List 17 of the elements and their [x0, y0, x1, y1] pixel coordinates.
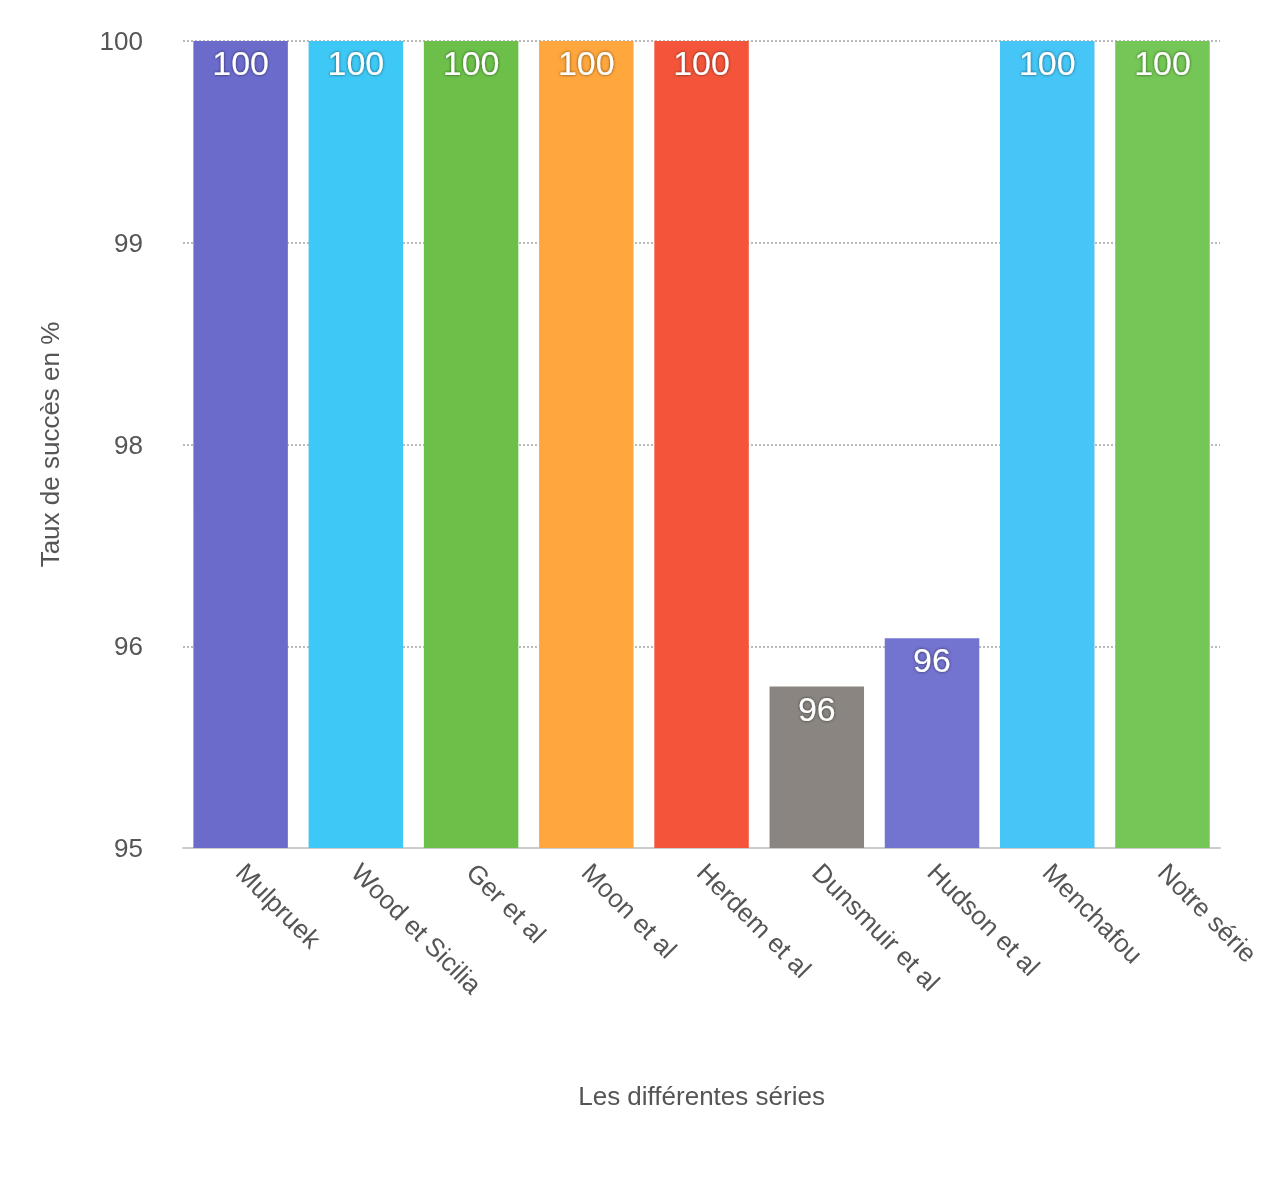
data-label: 100: [1018, 44, 1076, 82]
data-label: 96: [913, 641, 951, 680]
data-label: 100: [1134, 44, 1191, 82]
data-label: 100: [327, 44, 385, 82]
y-tick-label: 95: [114, 833, 143, 863]
data-label: 100: [212, 44, 269, 82]
x-tick-label: Ger et al: [460, 857, 553, 950]
data-label: 96: [797, 689, 836, 728]
y-tick-label: 100: [99, 26, 143, 56]
data-label: 100: [557, 44, 615, 82]
y-tick-label: 98: [114, 429, 143, 460]
data-label: 100: [673, 44, 730, 82]
y-axis-title: Taux de succès en %: [35, 321, 65, 568]
y-tick-label: 96: [114, 631, 143, 662]
x-axis-title: Les différentes séries: [578, 1081, 825, 1111]
y-tick-label: 99: [114, 227, 143, 258]
data-label: 100: [442, 44, 500, 82]
